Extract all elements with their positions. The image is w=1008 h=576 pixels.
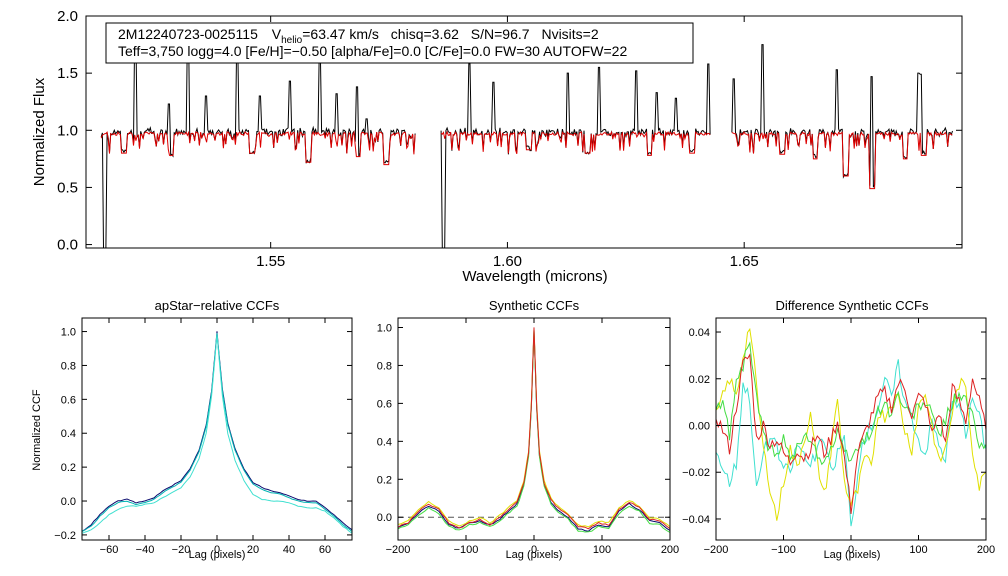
model-spectrum-chip-3 — [731, 130, 953, 190]
observed-spectrum-chip-1 — [100, 30, 416, 249]
observed-spectrum-chip-3 — [731, 44, 953, 188]
info-v-value: =63.47 km/s — [302, 26, 379, 42]
x-tick-label: 1.60 — [493, 253, 522, 270]
y-tick-label: 0.5 — [57, 179, 78, 196]
ccf-series-red — [715, 353, 987, 515]
y-tick-label: 0.0 — [57, 237, 78, 254]
ccf-series-ccf-2 — [81, 333, 353, 532]
y-tick-label: −0.04 — [682, 514, 710, 526]
ccf-series-red — [397, 327, 671, 530]
x-tick-label: 40 — [283, 544, 295, 556]
x-tick-label: −60 — [100, 544, 119, 556]
info-box-frame — [105, 22, 694, 64]
difference-ccf-title: Difference Synthetic CCFs — [776, 298, 929, 313]
x-tick-label: −200 — [386, 544, 411, 556]
y-tick-label: 1.0 — [57, 122, 78, 139]
ccf-series-ccf-3 — [81, 333, 353, 534]
info-v-subscript: helio — [281, 35, 303, 46]
y-tick-label: 0.02 — [689, 374, 710, 386]
x-tick-label: 20 — [247, 544, 259, 556]
apstar-ccf-axes-frame — [81, 317, 353, 541]
apstar-ccf-panel: apStar−relative CCFs −60 −40 −20 0 20 40 60 −0.… — [31, 298, 353, 561]
x-tick-label: 200 — [661, 544, 679, 556]
spectrum-ticks: 1.55 1.60 1.65 0.0 0.5 1.0 1.5 2.0 — [57, 8, 962, 270]
y-tick-label: 0.0 — [377, 512, 392, 524]
apstar-ccf-y-axis-label: Normalized CCF — [31, 389, 43, 471]
apstar-ccf-plot-area — [81, 331, 353, 534]
x-tick-label: −200 — [704, 544, 729, 556]
ccf-series-yellow — [715, 327, 987, 521]
x-tick-label: −40 — [136, 544, 155, 556]
x-tick-label: 1.65 — [730, 253, 759, 270]
y-tick-label: 0.00 — [689, 420, 710, 432]
x-tick-label: 60 — [319, 544, 331, 556]
info-line-1: 2M12240723-0025115 Vhelio=63.47 km/s chi… — [118, 26, 599, 46]
info-line-2: Teff=3,750 logg=4.0 [Fe/H]=−0.50 [alpha/… — [118, 43, 627, 59]
spectrum-panel: 1.55 1.60 1.65 0.0 0.5 1.0 1.5 2.0 Wavelength (… — [31, 8, 963, 285]
x-tick-label: 1.55 — [256, 253, 285, 270]
info-star-id: 2M12240723-0025115 — [118, 26, 258, 42]
spectrum-x-axis-label: Wavelength (microns) — [462, 268, 607, 285]
ccf-series-ccf-1 — [81, 331, 353, 532]
y-tick-label: 1.5 — [57, 65, 78, 82]
synthetic-ccf-plot-area — [397, 327, 671, 533]
x-tick-label: −100 — [771, 544, 796, 556]
ccf-series-yellow — [397, 328, 671, 528]
synthetic-ccf-x-axis-label: Lag (pixels) — [506, 549, 563, 561]
x-tick-label: 0 — [531, 544, 537, 556]
x-tick-label: 0 — [848, 544, 854, 556]
x-tick-label: 100 — [593, 544, 611, 556]
x-tick-label: −20 — [172, 544, 191, 556]
apstar-ccf-ticks: −60 −40 −20 0 20 40 60 −0.2 0.0 0.2 0.4 0.6 0.8 1.0 — [54, 318, 352, 556]
y-tick-label: 0.04 — [689, 327, 710, 339]
apstar-ccf-x-axis-label: Lag (pixels) — [189, 549, 246, 561]
y-tick-label: −0.2 — [54, 530, 76, 542]
info-box: 2M12240723-0025115 Vhelio=63.47 km/s chi… — [105, 22, 694, 64]
difference-ccf-x-axis-label: Lag (pixels) — [824, 549, 881, 561]
x-tick-label: 100 — [909, 544, 927, 556]
info-nvisits: Nvisits=2 — [541, 26, 598, 42]
observed-spectrum-chip-2 — [440, 63, 711, 249]
synthetic-ccf-panel: Synthetic CCFs −200 −100 0 100 200 0.0 0.2 0.4 0… — [377, 298, 679, 561]
info-sn: S/N=96.7 — [471, 26, 530, 42]
y-tick-label: 0.8 — [377, 360, 392, 372]
info-chisq: chisq=3.62 — [391, 26, 459, 42]
difference-ccf-ticks: −200 −100 0 100 200 −0.04 −0.02 0.00 0.02 0.04 — [682, 318, 995, 556]
y-tick-label: 0.0 — [61, 496, 76, 508]
ccf-series-cyan — [715, 359, 987, 527]
y-tick-label: 0.8 — [61, 360, 76, 372]
x-tick-label: 200 — [977, 544, 995, 556]
difference-ccf-panel: Difference Synthetic CCFs −200 −100 0 100 20… — [682, 298, 995, 561]
y-tick-label: 1.0 — [377, 322, 392, 334]
y-tick-label: 0.4 — [61, 428, 76, 440]
y-tick-label: 1.0 — [61, 327, 76, 339]
spectrum-y-axis-label: Normalized Flux — [31, 77, 48, 186]
y-tick-label: 0.4 — [377, 436, 392, 448]
model-spectrum-chip-2 — [440, 130, 711, 156]
y-tick-label: 0.6 — [377, 398, 392, 410]
ccf-series-green — [715, 341, 987, 466]
x-tick-label: −100 — [454, 544, 479, 556]
y-tick-label: 0.2 — [377, 474, 392, 486]
y-tick-label: 0.2 — [61, 462, 76, 474]
spectrum-axes-frame — [85, 15, 963, 249]
difference-ccf-plot-area — [715, 327, 987, 527]
info-v-label: V — [272, 26, 282, 42]
model-spectrum-chip-1 — [100, 130, 416, 166]
apstar-ccf-title: apStar−relative CCFs — [155, 298, 280, 313]
y-tick-label: 2.0 — [57, 8, 78, 25]
spectrum-plot-area — [100, 30, 953, 249]
synthetic-ccf-ticks: −200 −100 0 100 200 0.0 0.2 0.4 0.6 0.8 1.0 — [377, 318, 679, 556]
synthetic-ccf-title: Synthetic CCFs — [489, 298, 580, 313]
y-tick-label: 0.6 — [61, 394, 76, 406]
x-tick-label: 0 — [214, 544, 220, 556]
y-tick-label: −0.02 — [682, 467, 710, 479]
difference-ccf-axes-frame — [715, 317, 987, 541]
